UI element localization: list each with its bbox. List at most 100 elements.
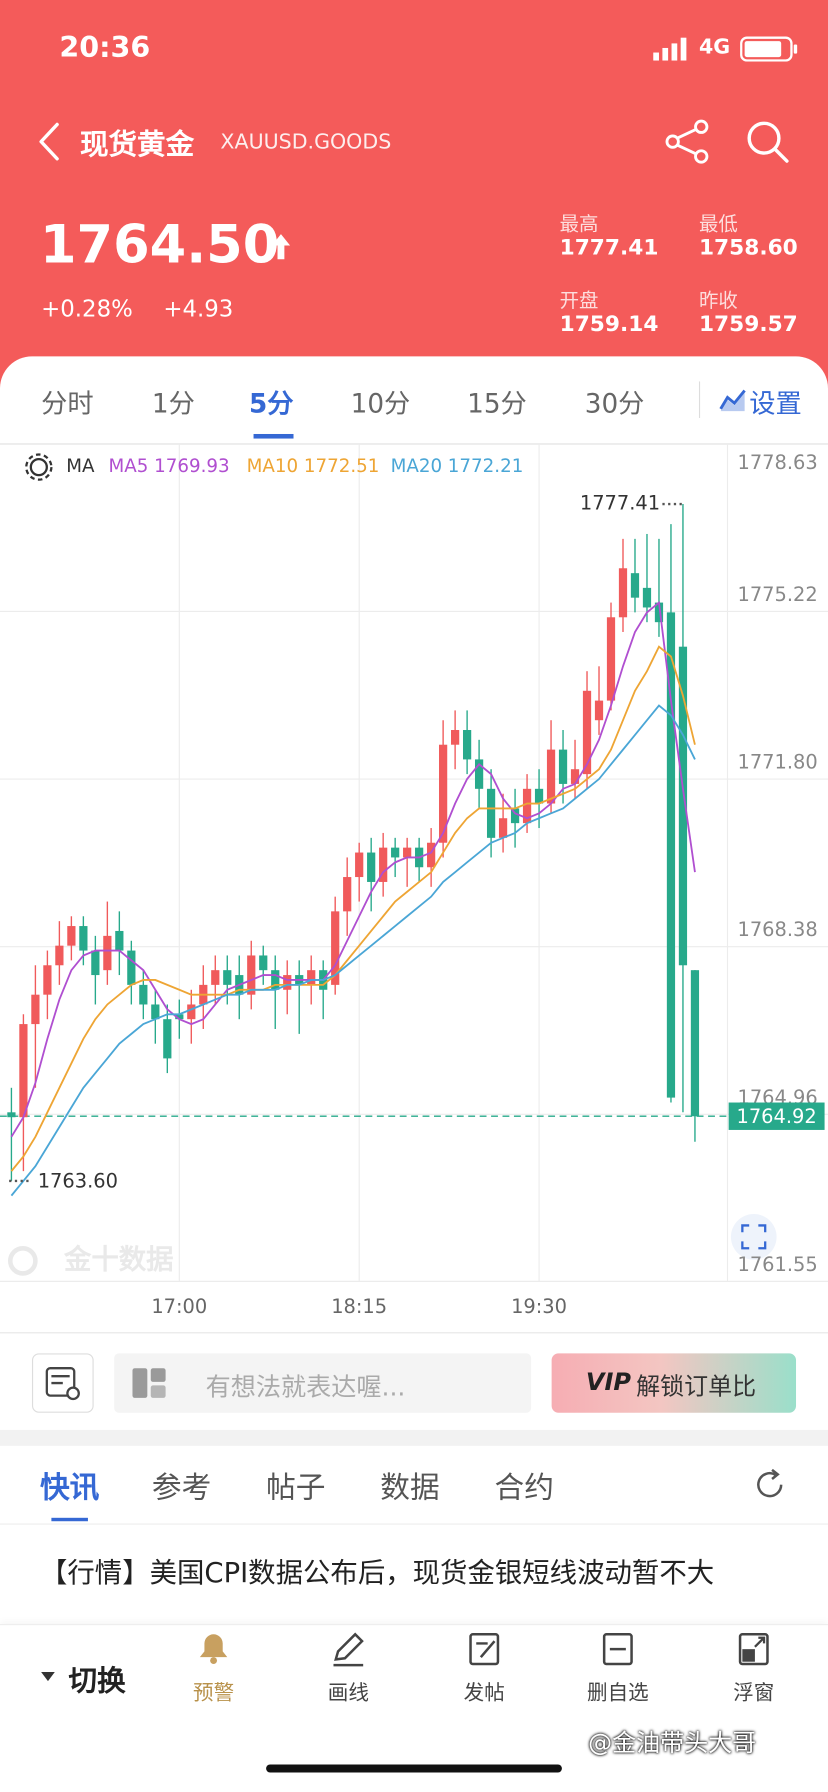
share-button[interactable]: [665, 119, 711, 165]
settings-button[interactable]: 设置: [749, 389, 802, 420]
stat-value: 1759.14: [559, 311, 659, 337]
period-tab[interactable]: 15分: [467, 389, 527, 420]
candle-body: [259, 955, 268, 971]
candle-body: [618, 568, 628, 618]
nav-icon: [602, 1633, 633, 1666]
refresh-button[interactable]: [751, 1466, 788, 1503]
last-price: 1764.50: [39, 213, 280, 276]
watermark-logo: [7, 1245, 38, 1276]
nav-icon: [199, 1634, 228, 1664]
tab-divider: [698, 381, 701, 418]
candle-body: [307, 970, 316, 985]
ma-settings-icon[interactable]: [25, 453, 53, 481]
x-tick-label: 19:30: [511, 1295, 567, 1318]
y-tick-label: 1771.80: [737, 751, 817, 774]
ma-line: [10, 645, 696, 1172]
candle-body: [139, 984, 148, 1005]
status-network: 4G: [698, 35, 731, 60]
period-tab[interactable]: 5分: [248, 389, 294, 420]
period-tab[interactable]: 30分: [584, 389, 645, 420]
candle-body: [546, 749, 556, 804]
candle-body: [355, 852, 364, 878]
nav-item[interactable]: 预警: [162, 1627, 265, 1706]
legend-name: MA5: [108, 456, 148, 477]
y-tick-label: 1775.22: [737, 583, 817, 606]
nav-item[interactable]: 画线: [297, 1627, 400, 1706]
x-tick-label: 17:00: [151, 1295, 207, 1318]
nav-label: 发帖: [463, 1681, 505, 1706]
stat-label: 最高: [559, 213, 599, 237]
active-news-indicator: [51, 1517, 88, 1522]
legend-name: MA20: [391, 456, 443, 477]
candle-body: [343, 877, 352, 912]
candle-body: [115, 930, 124, 951]
switch-button[interactable]: 切换: [68, 1663, 126, 1698]
candle-body: [19, 1024, 28, 1118]
nav-label: 画线: [327, 1681, 369, 1706]
candle-body: [223, 970, 232, 985]
change-amount: +4.93: [163, 294, 234, 323]
stat-value: 1777.41: [559, 235, 659, 261]
search-button[interactable]: [745, 119, 791, 165]
candle-body: [642, 587, 652, 608]
legend-entry: MA20 1772.21: [391, 456, 524, 477]
nav-label: 删自选: [587, 1681, 649, 1706]
candle-body: [594, 700, 604, 721]
candle-body: [582, 690, 592, 775]
chart-card: [0, 356, 828, 1430]
low-marker-label: 1763.60: [38, 1170, 118, 1193]
candle-body: [31, 994, 40, 1025]
switch-caret: [41, 1671, 55, 1682]
y-tick-label: 1761.55: [737, 1253, 817, 1276]
orders-button[interactable]: [31, 1353, 94, 1413]
stat-value: 1758.60: [698, 235, 798, 261]
news-item[interactable]: 【行情】美国CPI数据公布后，现货金银短线波动暂不大: [39, 1556, 715, 1589]
settings-icon[interactable]: [718, 386, 748, 413]
candle-body: [690, 970, 700, 1117]
period-tab[interactable]: 10分: [350, 389, 411, 420]
candle-body: [331, 911, 340, 985]
vip-button[interactable]: VIP 解锁订单比: [551, 1353, 797, 1413]
candle-body: [367, 852, 376, 882]
stat-value: 1759.57: [698, 311, 798, 337]
candle-body: [91, 950, 100, 976]
current-price-label: 1764.92: [736, 1105, 816, 1128]
nav-item[interactable]: 浮窗: [702, 1627, 805, 1706]
candle-body: [79, 926, 88, 951]
nav-item[interactable]: 删自选: [566, 1627, 669, 1706]
candle-body: [474, 759, 484, 789]
up-arrow: [271, 234, 291, 260]
news-tab[interactable]: 快讯: [39, 1470, 100, 1506]
candle-body: [522, 788, 532, 824]
candle-body: [127, 950, 136, 985]
candle-body: [283, 975, 292, 990]
candle-body: [67, 926, 76, 946]
news-tab[interactable]: 合约: [494, 1470, 554, 1506]
candle-body: [427, 842, 436, 868]
legend-name: MA10: [247, 456, 298, 477]
candle-body: [391, 847, 400, 858]
candle-body: [403, 847, 412, 858]
home-indicator: [266, 1764, 562, 1773]
news-tab[interactable]: 数据: [380, 1470, 440, 1506]
candle-body: [558, 749, 568, 784]
stat-label: 开盘: [559, 290, 599, 313]
legend-entry: MA5 1769.93: [108, 456, 229, 477]
period-tab[interactable]: 分时: [41, 389, 94, 420]
current-price-tag: [728, 1102, 825, 1130]
comment-input[interactable]: 有想法就表达喔...: [114, 1353, 532, 1413]
stat-label: 最低: [698, 213, 738, 237]
change-percent: +0.28%: [41, 294, 133, 323]
candle-body: [498, 818, 508, 838]
back-button[interactable]: [34, 121, 64, 162]
news-tab[interactable]: 参考: [151, 1470, 212, 1506]
candle-body: [654, 602, 664, 623]
news-tab[interactable]: 帖子: [266, 1470, 326, 1506]
candle-body: [187, 1004, 196, 1020]
ma-line: [10, 704, 696, 1197]
fullscreen-button[interactable]: [730, 1214, 777, 1260]
instrument-symbol: XAUUSD.GOODS: [220, 130, 392, 155]
candle-body: [462, 730, 472, 760]
nav-item[interactable]: 发帖: [433, 1627, 536, 1706]
period-tab[interactable]: 1分: [151, 389, 195, 420]
